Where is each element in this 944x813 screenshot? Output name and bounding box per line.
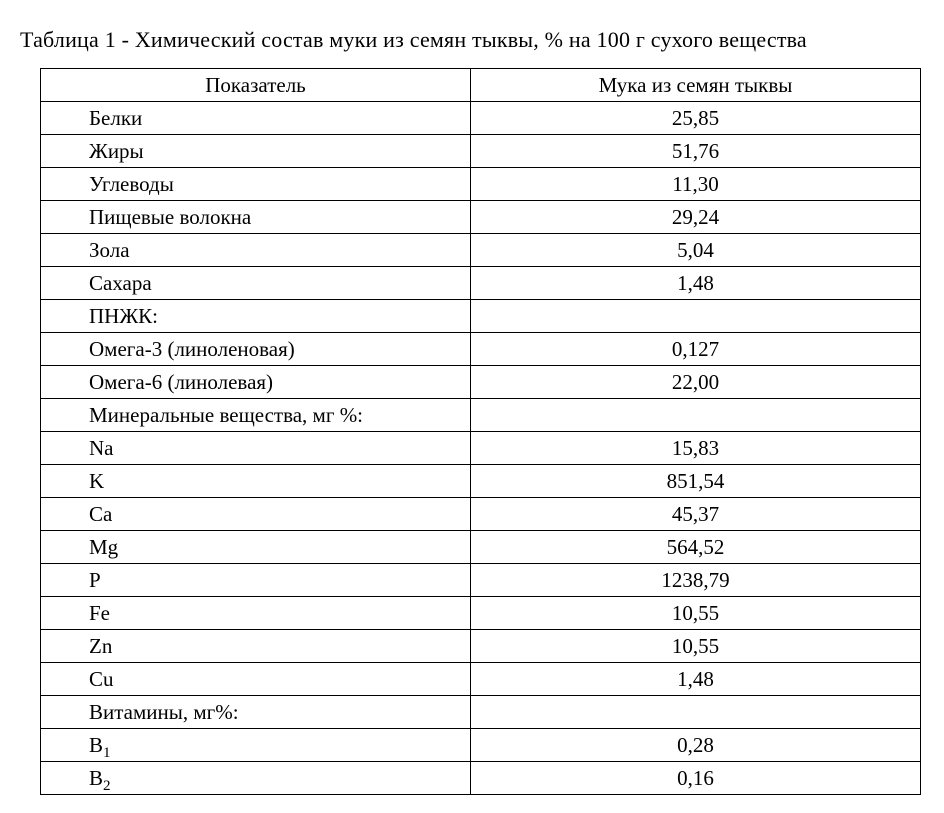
indicator-cell: Na (41, 432, 471, 465)
indicator-cell: K (41, 465, 471, 498)
table-row: Cu1,48 (41, 663, 921, 696)
table-row: Минеральные вещества, мг %: (41, 399, 921, 432)
table-row: B20,16 (41, 762, 921, 795)
value-cell: 1,48 (471, 663, 921, 696)
value-cell: 22,00 (471, 366, 921, 399)
value-cell: 0,16 (471, 762, 921, 795)
value-cell: 1238,79 (471, 564, 921, 597)
table-row: Витамины, мг%: (41, 696, 921, 729)
value-cell: 564,52 (471, 531, 921, 564)
value-cell (471, 300, 921, 333)
header-value: Мука из семян тыквы (471, 69, 921, 102)
value-cell: 10,55 (471, 630, 921, 663)
indicator-cell: Жиры (41, 135, 471, 168)
table-row: P1238,79 (41, 564, 921, 597)
value-cell: 0,127 (471, 333, 921, 366)
value-cell: 45,37 (471, 498, 921, 531)
indicator-cell: Mg (41, 531, 471, 564)
indicator-cell: Cu (41, 663, 471, 696)
indicator-cell: Zn (41, 630, 471, 663)
value-cell (471, 399, 921, 432)
indicator-cell: Витамины, мг%: (41, 696, 471, 729)
table-row: Омега-3 (линоленовая)0,127 (41, 333, 921, 366)
table-row: Fe10,55 (41, 597, 921, 630)
indicator-cell: ПНЖК: (41, 300, 471, 333)
indicator-cell: Fe (41, 597, 471, 630)
indicator-cell: B1 (41, 729, 471, 762)
header-indicator: Показатель (41, 69, 471, 102)
indicator-cell: Омега-3 (линоленовая) (41, 333, 471, 366)
value-cell: 11,30 (471, 168, 921, 201)
table-row: ПНЖК: (41, 300, 921, 333)
table-row: Na15,83 (41, 432, 921, 465)
indicator-cell: Ca (41, 498, 471, 531)
table-row: Пищевые волокна29,24 (41, 201, 921, 234)
indicator-cell: Сахара (41, 267, 471, 300)
indicator-cell: Зола (41, 234, 471, 267)
value-cell: 25,85 (471, 102, 921, 135)
table-row: Сахара1,48 (41, 267, 921, 300)
value-cell: 10,55 (471, 597, 921, 630)
indicator-cell: Омега-6 (линолевая) (41, 366, 471, 399)
table-caption: Таблица 1 - Химический состав муки из се… (20, 18, 924, 62)
indicator-cell: Белки (41, 102, 471, 135)
table-row: Омега-6 (линолевая)22,00 (41, 366, 921, 399)
table-row: B10,28 (41, 729, 921, 762)
value-cell: 1,48 (471, 267, 921, 300)
table-row: Zn10,55 (41, 630, 921, 663)
value-cell: 29,24 (471, 201, 921, 234)
table-row: Жиры51,76 (41, 135, 921, 168)
indicator-cell: Пищевые волокна (41, 201, 471, 234)
table-row: K851,54 (41, 465, 921, 498)
table-row: Белки25,85 (41, 102, 921, 135)
composition-table: Показатель Мука из семян тыквы Белки25,8… (40, 68, 921, 795)
indicator-cell: Минеральные вещества, мг %: (41, 399, 471, 432)
value-cell (471, 696, 921, 729)
table-header-row: Показатель Мука из семян тыквы (41, 69, 921, 102)
value-cell: 51,76 (471, 135, 921, 168)
indicator-cell: Углеводы (41, 168, 471, 201)
table-row: Углеводы11,30 (41, 168, 921, 201)
value-cell: 851,54 (471, 465, 921, 498)
indicator-cell: P (41, 564, 471, 597)
value-cell: 0,28 (471, 729, 921, 762)
value-cell: 5,04 (471, 234, 921, 267)
table-row: Mg564,52 (41, 531, 921, 564)
table-row: Зола5,04 (41, 234, 921, 267)
table-row: Ca45,37 (41, 498, 921, 531)
value-cell: 15,83 (471, 432, 921, 465)
indicator-cell: B2 (41, 762, 471, 795)
